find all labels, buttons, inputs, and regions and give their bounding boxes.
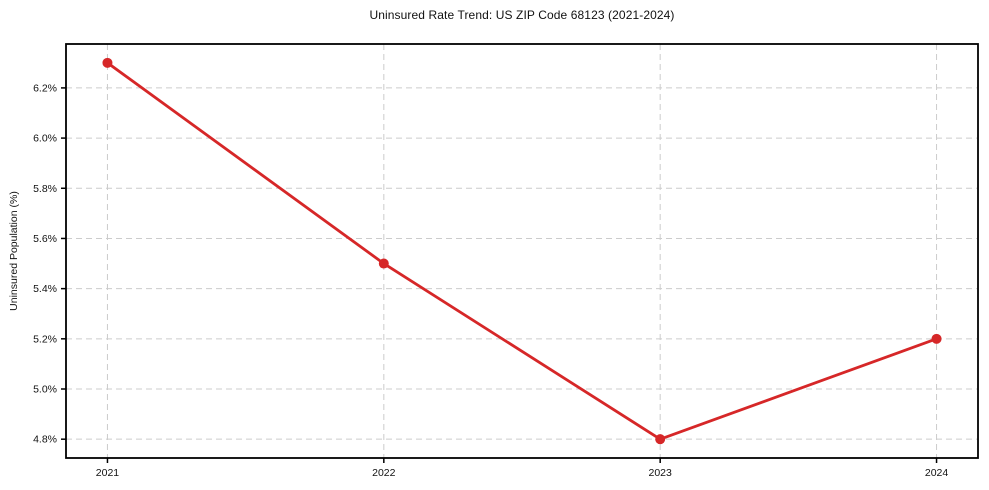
x-tick-label: 2022 — [372, 467, 396, 479]
x-tick-label: 2021 — [96, 467, 120, 479]
trend-line — [106, 61, 938, 441]
chart-title: Uninsured Rate Trend: US ZIP Code 68123 … — [369, 8, 675, 22]
data-point — [102, 57, 113, 68]
data-point — [655, 434, 666, 445]
y-tick-label: 5.2% — [33, 333, 57, 345]
y-tick-label: 4.8% — [33, 434, 57, 446]
y-tick-label: 5.8% — [33, 183, 57, 195]
plot-border — [65, 43, 979, 459]
x-tick-label: 2023 — [649, 467, 673, 479]
y-tick-label: 6.0% — [33, 133, 57, 145]
y-tick-label: 5.4% — [33, 283, 57, 295]
y-tick-label: 5.0% — [33, 384, 57, 396]
data-point — [378, 258, 389, 269]
y-tick-label: 6.2% — [33, 82, 57, 94]
y-tick-label: 5.6% — [33, 233, 57, 245]
data-point — [931, 333, 942, 344]
x-tick-label: 2024 — [925, 467, 949, 479]
